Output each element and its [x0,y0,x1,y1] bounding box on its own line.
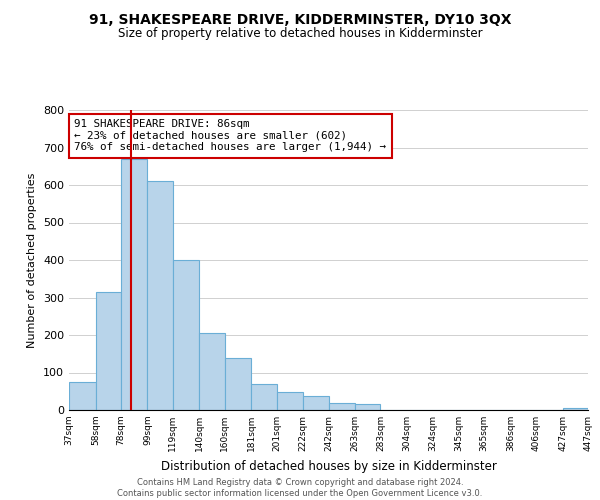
Text: 91, SHAKESPEARE DRIVE, KIDDERMINSTER, DY10 3QX: 91, SHAKESPEARE DRIVE, KIDDERMINSTER, DY… [89,12,511,26]
Bar [224,358,251,410]
Text: 91 SHAKESPEARE DRIVE: 86sqm
← 23% of detached houses are smaller (602)
76% of se: 91 SHAKESPEARE DRIVE: 86sqm ← 23% of det… [74,119,386,152]
Bar [563,408,588,410]
Bar [277,392,303,410]
Text: Contains HM Land Registry data © Crown copyright and database right 2024.
Contai: Contains HM Land Registry data © Crown c… [118,478,482,498]
Bar [329,402,355,410]
Bar [303,396,329,410]
Bar [251,384,277,410]
Bar [355,404,380,410]
Text: Size of property relative to detached houses in Kidderminster: Size of property relative to detached ho… [118,28,482,40]
Bar [95,292,121,410]
Bar [199,333,224,410]
Bar [69,382,95,410]
Bar [173,260,199,410]
Bar [121,159,148,410]
X-axis label: Distribution of detached houses by size in Kidderminster: Distribution of detached houses by size … [161,460,496,472]
Y-axis label: Number of detached properties: Number of detached properties [28,172,37,348]
Bar [148,181,173,410]
